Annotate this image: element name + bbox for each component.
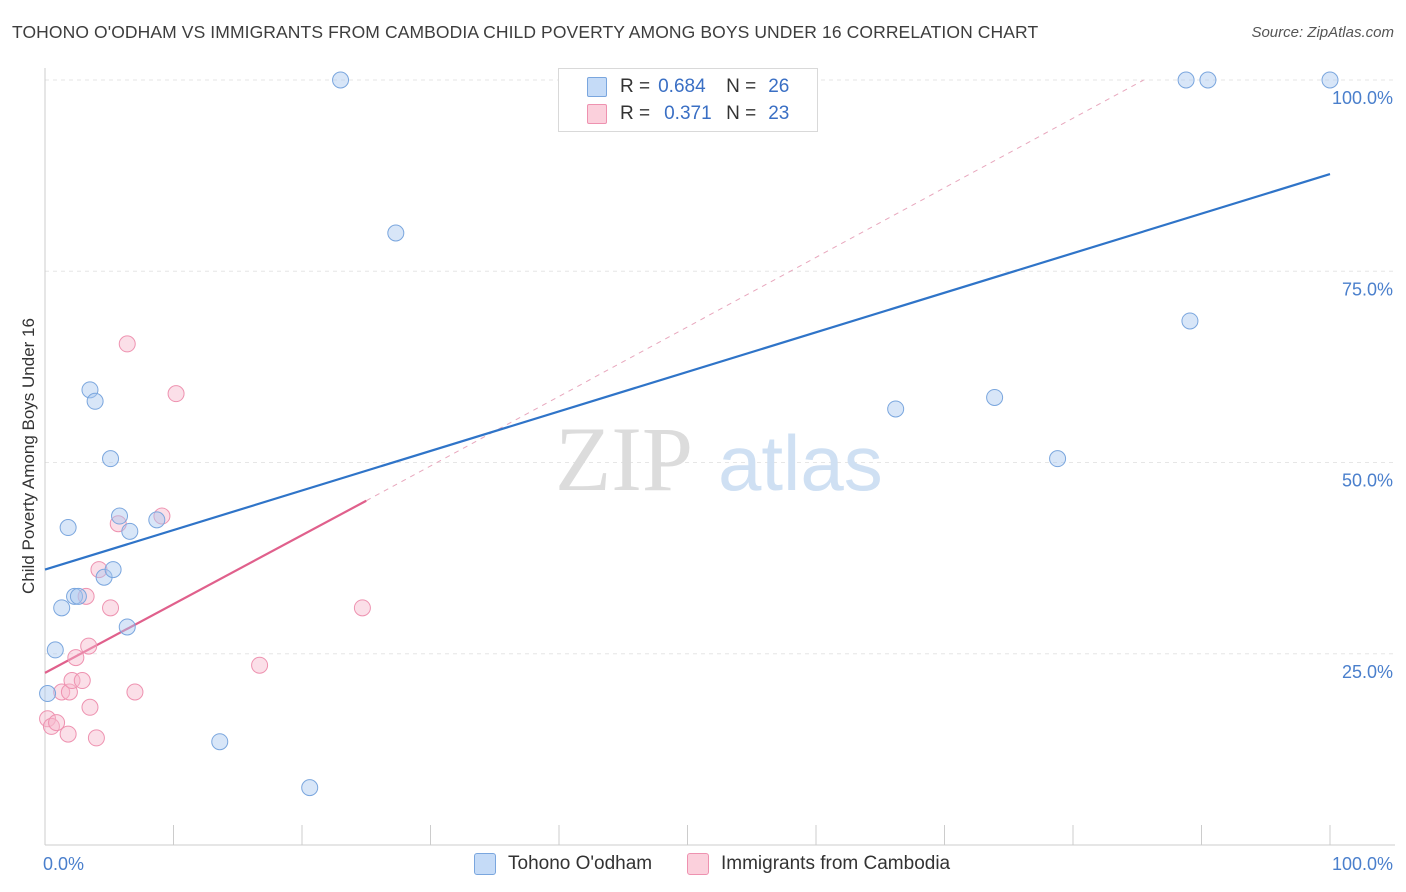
data-point-cambodia — [48, 714, 66, 732]
legend-swatch-pink — [587, 104, 607, 124]
legend-swatch-blue — [587, 77, 607, 97]
legend-swatch-blue — [474, 853, 496, 875]
data-point-cambodia — [353, 599, 371, 617]
trend-line-cambodia — [44, 499, 367, 674]
data-point-cambodia — [59, 725, 77, 743]
data-point-tohono — [211, 733, 229, 751]
data-point-tohono — [121, 522, 139, 540]
data-point-cambodia — [102, 599, 120, 617]
x-tick-label: 100.0% — [1332, 854, 1393, 874]
data-point-tohono — [111, 507, 129, 525]
data-point-tohono — [332, 71, 350, 89]
data-point-cambodia — [80, 637, 98, 655]
stats-legend: R = 0.684 N = 26 R = 0.371 N = 23 — [558, 68, 818, 132]
data-point-tohono — [46, 641, 64, 659]
data-point-cambodia — [118, 335, 136, 353]
legend-row-tohono: R = 0.684 N = 26 — [587, 74, 789, 100]
data-point-tohono — [148, 511, 166, 529]
data-point-cambodia — [73, 672, 91, 690]
chart-title: TOHONO O'ODHAM VS IMMIGRANTS FROM CAMBOD… — [12, 22, 1039, 42]
data-point-tohono — [1049, 450, 1067, 468]
data-point-tohono — [69, 587, 87, 605]
axes — [44, 68, 1395, 846]
data-point-cambodia — [63, 672, 81, 690]
data-point-tohono — [887, 400, 905, 418]
y-tick-label: 75.0% — [1342, 279, 1393, 299]
data-points — [39, 71, 1339, 797]
y-axis-label: Child Poverty Among Boys Under 16 — [19, 318, 38, 594]
legend-n-value: 26 — [768, 76, 790, 97]
data-point-tohono — [118, 618, 136, 636]
legend-item-cambodia: Immigrants from Cambodia — [687, 850, 950, 878]
legend-r-value: 0.684 — [658, 76, 706, 97]
gridlines — [45, 79, 1395, 655]
x-tick-label: 0.0% — [43, 854, 84, 874]
data-point-cambodia — [87, 729, 105, 747]
legend-n-label: N = — [726, 76, 757, 97]
watermark: ZIP atlas — [555, 408, 883, 510]
data-point-tohono — [301, 779, 319, 797]
legend-n-label: N = — [726, 103, 757, 124]
legend-swatch-pink — [687, 853, 709, 875]
data-point-tohono — [66, 587, 84, 605]
data-point-tohono — [1177, 71, 1195, 89]
y-tick-label: 100.0% — [1332, 88, 1393, 108]
legend-r-label: R = — [620, 76, 651, 97]
data-point-tohono — [104, 561, 122, 579]
legend-item-tohono: Tohono O'odham — [474, 850, 652, 878]
data-point-cambodia — [67, 649, 85, 667]
data-point-tohono — [53, 599, 71, 617]
data-point-cambodia — [39, 710, 57, 728]
legend-n-value: 23 — [768, 103, 790, 124]
data-point-tohono — [986, 388, 1004, 406]
y-tick-label: 50.0% — [1342, 471, 1393, 491]
data-point-cambodia — [167, 385, 185, 403]
y-tick-label: 25.0% — [1342, 662, 1393, 682]
legend-r-label: R = — [620, 103, 651, 124]
data-point-tohono — [86, 392, 104, 410]
tick-labels: 25.0% 50.0% 75.0% 100.0% 0.0% 100.0% — [43, 88, 1393, 874]
legend-row-cambodia: R = 0.371 N = 23 — [587, 101, 789, 127]
data-point-tohono — [1181, 312, 1199, 330]
data-point-tohono — [387, 224, 405, 242]
data-point-tohono — [102, 450, 120, 468]
trend-line-cambodia-extension — [366, 79, 1144, 502]
data-point-tohono — [59, 519, 77, 537]
data-point-tohono — [39, 685, 57, 703]
data-point-cambodia — [251, 656, 269, 674]
legend-r-value: 0.371 — [664, 103, 712, 124]
trend-lines — [44, 79, 1331, 674]
legend-label-cambodia: Immigrants from Cambodia — [721, 853, 951, 874]
data-point-cambodia — [126, 683, 144, 701]
trend-line-tohono — [44, 173, 1331, 571]
watermark-zip: ZIP — [555, 408, 693, 510]
data-point-cambodia — [81, 698, 99, 716]
source-credit: Source: ZipAtlas.com — [1251, 24, 1394, 41]
data-point-tohono — [1321, 71, 1339, 89]
watermark-atlas: atlas — [718, 419, 883, 507]
legend-label-tohono: Tohono O'odham — [508, 853, 653, 874]
data-point-tohono — [1199, 71, 1217, 89]
